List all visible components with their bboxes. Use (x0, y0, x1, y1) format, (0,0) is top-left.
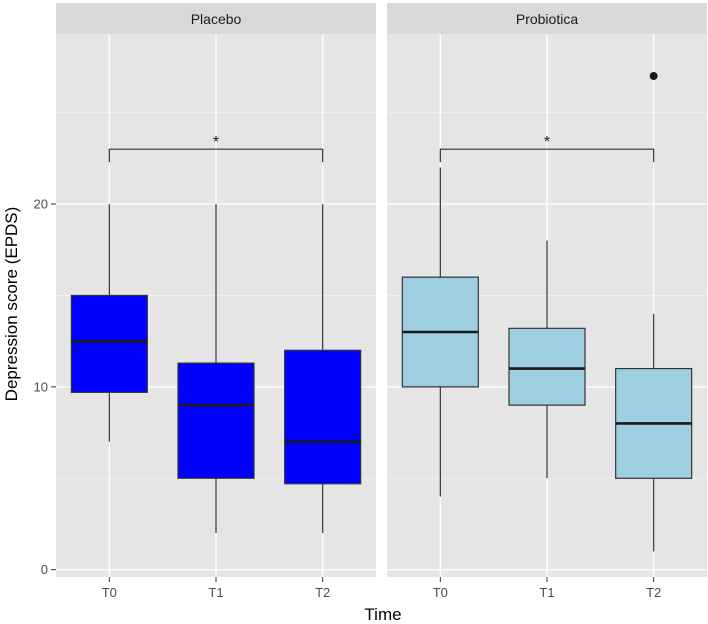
y-axis: 0 10 20 (34, 197, 56, 577)
y-tick-label: 0 (41, 562, 48, 577)
x-tick-label: T1 (539, 585, 554, 600)
outlier-point (649, 72, 658, 81)
x-tick-label: T2 (646, 585, 661, 600)
facet-strip-label: Placebo (191, 11, 242, 27)
x-tick-label: T0 (433, 585, 448, 600)
significance-label: * (213, 134, 219, 151)
facet-panel-probiotica: Probiotica * T0 T1 T2 (387, 3, 707, 600)
box-body (177, 362, 255, 479)
facet-strip-label: Probiotica (516, 11, 578, 27)
x-tick-label: T2 (315, 585, 330, 600)
y-tick-label: 20 (34, 197, 48, 212)
box-probiotica-t1 (508, 240, 586, 479)
box-probiotica-t0 (401, 167, 479, 497)
facet-panel-placebo: Placebo * T0 T1 T2 (56, 3, 376, 600)
box-placebo-t1 (177, 204, 255, 534)
facet-panels: Placebo * T0 T1 T2 Probiotica * T0 T1 T2 (56, 3, 707, 600)
significance-label: * (544, 134, 550, 151)
facet-strip (56, 3, 376, 34)
box-placebo-t0 (70, 204, 148, 442)
y-tick-label: 10 (34, 379, 48, 394)
box-body (284, 349, 362, 485)
x-tick-label: T0 (102, 585, 117, 600)
y-axis-title: Depression score (EPDS) (2, 207, 21, 402)
box-body (508, 327, 586, 406)
box-probiotica-t2 (615, 72, 693, 552)
significance-bracket (108, 148, 324, 163)
x-tick-label: T1 (208, 585, 223, 600)
x-axis-title: Time (364, 605, 401, 624)
significance-bracket (439, 148, 655, 163)
box-body (70, 294, 148, 393)
box-placebo-t2 (284, 204, 362, 534)
facet-strip (387, 3, 707, 34)
